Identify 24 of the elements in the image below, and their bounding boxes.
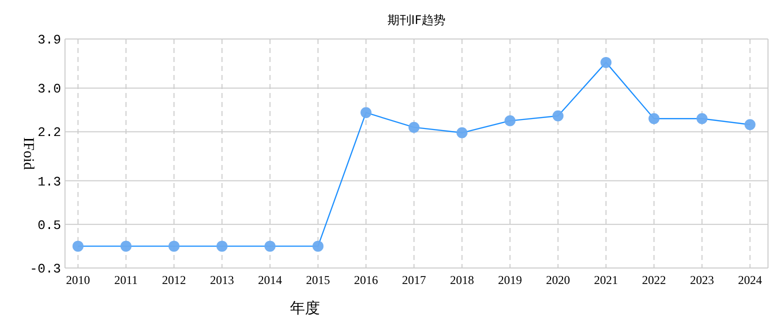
chart-title: 期刊IF趋势 xyxy=(387,13,446,27)
y-tick-label: -0.3 xyxy=(30,262,61,277)
y-tick-label: 3.9 xyxy=(38,32,61,48)
y-tick-label: 0.5 xyxy=(38,218,61,233)
x-axis-title: 年度 xyxy=(290,299,320,317)
x-tick-label: 2016 xyxy=(354,273,378,287)
x-tick-label: 2013 xyxy=(210,273,234,287)
y-axis-title: IFoid xyxy=(20,137,36,170)
x-tick-label: 2020 xyxy=(546,273,570,287)
x-tick-label: 2021 xyxy=(594,273,618,287)
x-tick-label: 2023 xyxy=(690,273,714,287)
x-tick-label: 2019 xyxy=(498,273,522,287)
y-tick-label: 2.2 xyxy=(38,125,61,140)
x-tick-label: 2014 xyxy=(258,273,282,287)
y-tick-label: 1.3 xyxy=(38,174,61,190)
x-tick-label: 2022 xyxy=(642,273,666,287)
x-tick-label: 2024 xyxy=(738,273,762,287)
y-tick-label: 3.0 xyxy=(38,82,61,97)
x-tick-label: 2010 xyxy=(66,273,90,287)
x-tick-label: 2011 xyxy=(114,273,138,287)
x-tick-label: 2017 xyxy=(402,273,426,287)
x-tick-label: 2018 xyxy=(450,273,474,287)
x-tick-label: 2012 xyxy=(162,273,186,287)
x-tick-label: 2015 xyxy=(306,273,330,287)
